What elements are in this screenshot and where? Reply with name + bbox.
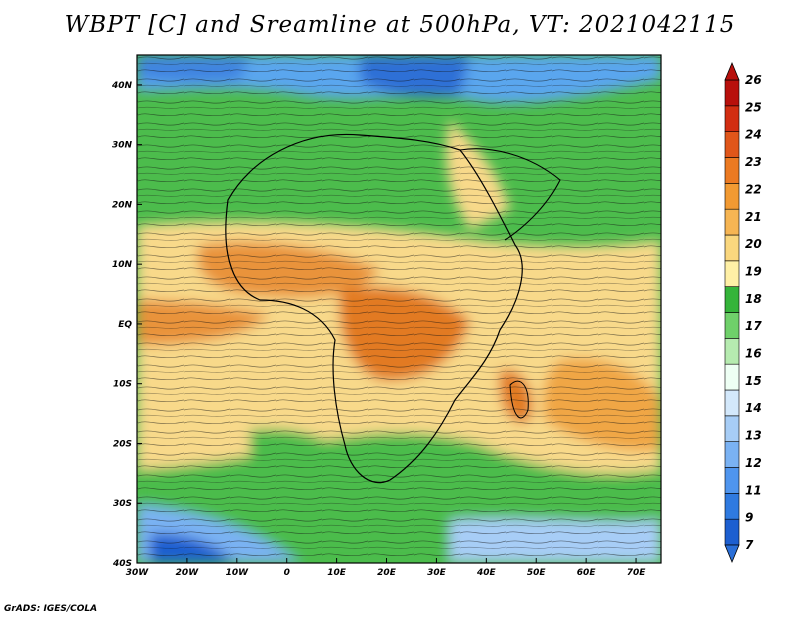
longitude-axis: 30W 20W 10W 0 10E 20E 30E 40E 50E 60E 70E [126, 558, 646, 578]
colorbar-swatch [724, 79, 740, 107]
colorbar-swatch [724, 105, 740, 132]
colorbar-swatch [724, 312, 740, 339]
colorbar-label: 24 [745, 128, 762, 142]
lon-label: 0 [284, 568, 290, 578]
colorbar-label: 13 [745, 429, 762, 443]
colorbar-label: 18 [745, 292, 762, 306]
colorbar-label: 20 [745, 237, 762, 251]
colorbar-swatch [724, 286, 740, 313]
colorbar-swatch [724, 208, 740, 236]
colorbar-label: 14 [745, 401, 762, 415]
lon-label: 30E [427, 568, 447, 578]
coastline-africa [225, 133, 523, 484]
streamlines [137, 55, 661, 563]
lat-label: 30S [113, 499, 132, 509]
colorbar-label: 7 [745, 538, 754, 552]
lat-label: EQ [118, 320, 132, 330]
colorbar-swatch [724, 389, 740, 417]
colorbar-swatch [724, 493, 740, 520]
lon-label: 10E [327, 568, 347, 578]
colorbar-swatch [724, 415, 740, 442]
colorbar-label: 9 [745, 511, 753, 525]
colorbar-swatch [724, 363, 740, 391]
colorbar-max-arrow [724, 61, 740, 81]
colorbar-swatch [724, 338, 740, 365]
lat-label: 40S [112, 559, 132, 569]
lon-label: 60E [577, 568, 597, 578]
lon-label: 20E [377, 568, 397, 578]
colorbar-label: 11 [745, 483, 762, 497]
colorbar-label: 12 [745, 456, 762, 470]
colorbar: 7 9 11 12 13 14 15 16 17 18 19 20 21 22 23 24 25 26 [724, 61, 762, 564]
colorbar-swatch [724, 131, 740, 158]
colorbar-label: 26 [745, 73, 762, 87]
coastline-arabia [459, 148, 561, 241]
lon-label: 40E [476, 568, 497, 578]
credit-label: GrADS: IGES/COLA [4, 604, 98, 614]
colorbar-swatch [724, 183, 740, 210]
lat-label: 10N [112, 260, 133, 270]
colorbar-swatch [724, 157, 740, 184]
colorbar-swatch [724, 518, 740, 546]
lon-label: 50E [527, 568, 547, 578]
colorbar-label: 21 [745, 210, 762, 224]
map-frame [136, 54, 662, 564]
colorbar-label: 19 [745, 264, 762, 278]
lon-label: 20W [176, 568, 200, 578]
colorbar-swatch [724, 441, 740, 468]
colorbar-label: 15 [745, 374, 762, 388]
lon-label: 10W [226, 568, 250, 578]
lon-label: 30W [126, 568, 150, 578]
colorbar-label: 16 [745, 347, 762, 361]
coastline-madagascar [509, 380, 529, 419]
latitude-axis: 40N 30N 20N 10N EQ 10S 20S 30S 40S [111, 81, 142, 569]
colorbar-label: 25 [745, 100, 762, 114]
colorbar-label: 23 [745, 155, 762, 169]
colorbar-swatch [724, 260, 740, 287]
colorbar-min-arrow [724, 544, 740, 564]
colorbar-label: 17 [745, 319, 762, 333]
lat-label: 10S [113, 380, 132, 390]
lon-label: 70E [627, 568, 647, 578]
wbpt-field [137, 55, 661, 563]
colorbar-swatch [724, 234, 740, 262]
lat-label: 30N [112, 141, 133, 151]
lat-label: 20N [112, 200, 133, 210]
chart-title: WBPT [C] and Sreamline at 500hPa, VT: 20… [64, 12, 736, 38]
lat-label: 40N [111, 81, 133, 91]
lat-label: 20S [113, 439, 132, 449]
colorbar-swatch [724, 467, 740, 494]
colorbar-label: 22 [745, 182, 762, 196]
